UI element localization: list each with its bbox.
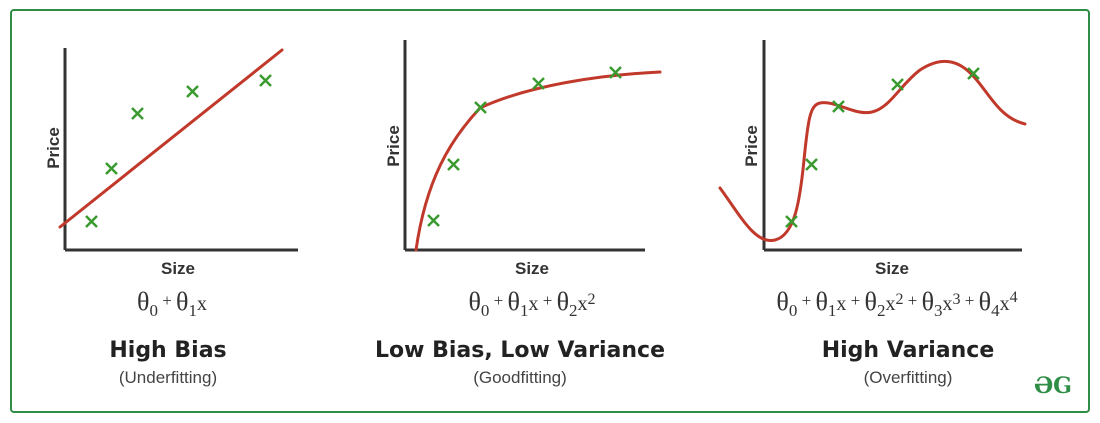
y-axis-label: Price xyxy=(44,127,63,169)
data-point xyxy=(609,66,622,79)
panel-title: High Variance xyxy=(822,338,995,363)
panel-title: High Bias xyxy=(109,338,226,363)
data-point xyxy=(259,74,272,87)
formula: θ0 + θ1x + θ2x2 xyxy=(468,287,595,320)
data-point xyxy=(474,101,487,114)
data-point xyxy=(447,158,460,171)
fit-line xyxy=(58,48,284,229)
x-axis-label: Size xyxy=(161,259,195,278)
x-axis-label: Size xyxy=(515,259,549,278)
panel-subtitle: (Goodfitting) xyxy=(473,368,567,387)
fit-curve xyxy=(414,70,662,252)
data-point xyxy=(186,85,199,98)
panel-subtitle: (Underfitting) xyxy=(119,368,217,387)
data-point xyxy=(105,162,118,175)
figure-frame xyxy=(10,9,1090,413)
data-point xyxy=(832,100,845,113)
data-point xyxy=(805,158,818,171)
y-axis-label: Price xyxy=(384,125,403,167)
panel-high-variance: Price Size θ0 + θ1x + θ2x2 + θ3x3 + θ4x4… xyxy=(718,40,1027,387)
data-point xyxy=(427,214,440,227)
data-point xyxy=(891,78,904,91)
panel-high-bias: Price Size θ0 + θ1x High Bias (Underfitt… xyxy=(44,48,298,387)
data-point xyxy=(785,215,798,228)
formula: θ0 + θ1x xyxy=(137,287,207,320)
y-axis-label: Price xyxy=(742,125,761,167)
formula: θ0 + θ1x + θ2x2 + θ3x3 + θ4x4 xyxy=(776,287,1017,320)
data-point xyxy=(131,107,144,120)
fit-curve xyxy=(718,59,1027,242)
panel-good-fit: Price Size θ0 + θ1x + θ2x2 Low Bias, Low… xyxy=(375,40,665,387)
data-point xyxy=(967,67,980,80)
brand-logo: ƏG xyxy=(1034,373,1072,399)
panel-title: Low Bias, Low Variance xyxy=(375,338,665,363)
panel-subtitle: (Overfitting) xyxy=(864,368,953,387)
data-point xyxy=(532,77,545,90)
x-axis-label: Size xyxy=(875,259,909,278)
data-point xyxy=(85,215,98,228)
